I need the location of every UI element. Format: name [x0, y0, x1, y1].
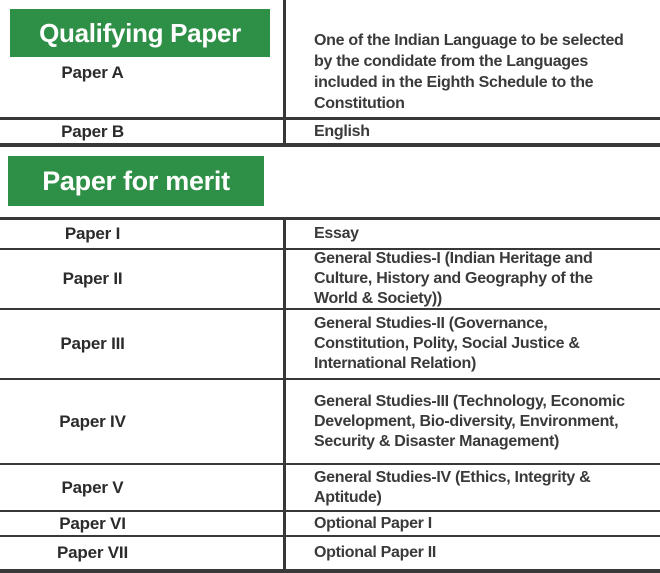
paper-5-subject-cell: General Studies-IV (Ethics, Integrity & … [286, 465, 660, 510]
paper-3-label: Paper III [60, 334, 125, 353]
paper-1-subject-cell: Essay [286, 220, 660, 248]
paper-1-cell: Paper I [0, 220, 286, 248]
paper-5-cell: Paper V [0, 465, 286, 510]
paper-4-label: Paper IV [59, 411, 126, 431]
paper-4-subject-cell: General Studies-III (Technology, Economi… [286, 380, 660, 463]
paper-7-subject-cell: Optional Paper II [286, 537, 660, 569]
merit-banner: Paper for merit [8, 156, 264, 206]
merit-table: Paper I Essay Paper II General Studies-I… [0, 217, 660, 573]
paper-a-subject-cell: One of the Indian Language to be selecte… [286, 0, 660, 117]
qualifying-banner: Qualifying Paper [10, 9, 270, 57]
merit-banner-section: Paper for merit [0, 156, 660, 217]
qualifying-banner-label: Qualifying Paper [39, 17, 241, 48]
paper-4-subject: General Studies-III (Technology, Economi… [314, 392, 625, 450]
paper-1-label: Paper I [64, 224, 121, 243]
table-row-paper-a: Qualifying Paper Paper A One of the Indi… [0, 0, 660, 120]
paper-6-cell: Paper VI [0, 512, 286, 535]
paper-2-cell: Paper II [0, 250, 286, 308]
paper-5-subject: General Studies-IV (Ethics, Integrity & … [314, 468, 591, 506]
paper-6-label: Paper VI [59, 513, 126, 533]
paper-7-subject: Optional Paper II [314, 544, 437, 561]
paper-b-cell: Paper B [0, 120, 286, 143]
table-row-paper-4: Paper IV General Studies-III (Technology… [0, 380, 660, 465]
paper-6-subject: Optional Paper I [314, 514, 432, 532]
paper-6-subject-cell: Optional Paper I [286, 512, 660, 535]
paper-2-label: Paper II [62, 269, 123, 288]
merit-banner-label: Paper for merit [42, 165, 230, 196]
paper-3-subject: General Studies-II (Governance, Constitu… [314, 315, 580, 372]
table-row-paper-3: Paper III General Studies-II (Governance… [0, 310, 660, 380]
table-row-paper-5: Paper V General Studies-IV (Ethics, Inte… [0, 465, 660, 512]
qualifying-table: Qualifying Paper Paper A One of the Indi… [0, 0, 660, 147]
paper-3-subject-cell: General Studies-II (Governance, Constitu… [286, 310, 660, 378]
paper-3-cell: Paper III [0, 310, 286, 378]
table-row-paper-1: Paper I Essay [0, 220, 660, 250]
paper-2-subject: General Studies-I (Indian Heritage and C… [314, 250, 593, 307]
paper-7-label: Paper VII [57, 543, 128, 562]
paper-1-subject: Essay [314, 225, 359, 242]
paper-a-label: Paper A [61, 63, 124, 82]
paper-b-subject: English [314, 122, 370, 140]
table-row-paper-7: Paper VII Optional Paper II [0, 537, 660, 569]
table-row-paper-6: Paper VI Optional Paper I [0, 512, 660, 537]
paper-2-subject-cell: General Studies-I (Indian Heritage and C… [286, 250, 660, 308]
paper-5-label: Paper V [61, 477, 124, 497]
paper-4-cell: Paper IV [0, 380, 286, 463]
paper-b-label: Paper B [61, 121, 124, 141]
paper-a-subject: One of the Indian Language to be selecte… [314, 32, 624, 112]
table-row-paper-2: Paper II General Studies-I (Indian Herit… [0, 250, 660, 310]
paper-a-cell: Qualifying Paper Paper A [0, 0, 286, 117]
table-row-paper-b: Paper B English [0, 120, 660, 143]
paper-7-cell: Paper VII [0, 537, 286, 569]
paper-b-subject-cell: English [286, 120, 660, 143]
